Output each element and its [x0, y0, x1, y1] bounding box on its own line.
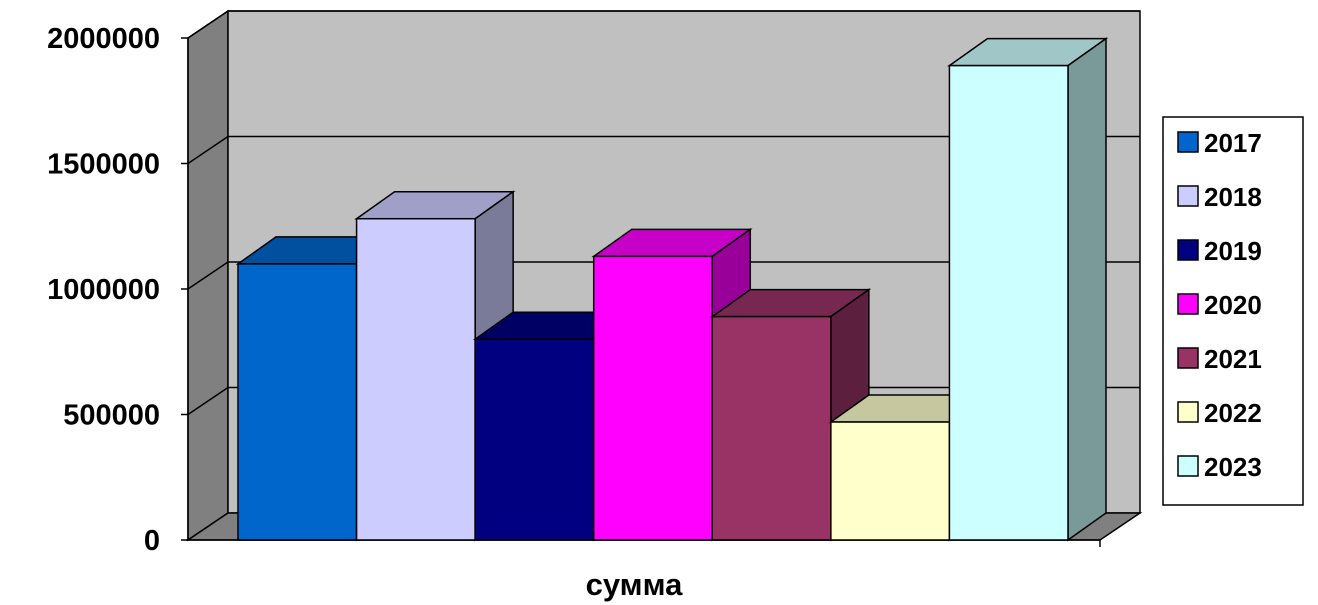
bar-front	[711, 315, 832, 541]
legend-label: 2023	[1204, 452, 1262, 482]
legend-swatch	[1177, 293, 1199, 315]
bar-front	[948, 64, 1069, 541]
y-tick-label: 500000	[63, 400, 160, 432]
x-category-label: сумма	[586, 567, 684, 602]
legend-swatch	[1177, 185, 1199, 207]
gridline	[187, 10, 1140, 39]
y-tick-label: 0	[144, 525, 160, 557]
legend-swatch	[1177, 347, 1199, 369]
bar-front	[474, 338, 595, 541]
legend-swatch	[1177, 131, 1199, 153]
bar-2021	[709, 288, 872, 542]
y-tick-label: 2000000	[47, 23, 160, 55]
legend-item-2022: 2022	[1177, 398, 1262, 428]
gridline	[187, 135, 1140, 165]
bar-side	[1067, 37, 1107, 542]
legend-item-2019: 2019	[1177, 236, 1262, 266]
y-tick-label: 1000000	[47, 274, 160, 306]
legend-label: 2018	[1204, 182, 1262, 212]
bar-front	[830, 421, 951, 541]
legend-label: 2022	[1204, 398, 1262, 428]
legend-item-2020: 2020	[1177, 290, 1262, 320]
legend-swatch	[1177, 401, 1199, 423]
legend-item-2023: 2023	[1177, 452, 1262, 482]
bar-front	[355, 217, 476, 541]
bars	[235, 37, 1109, 542]
legend-label: 2020	[1204, 290, 1262, 320]
legend-item-2021: 2021	[1177, 344, 1262, 374]
legend-swatch	[1177, 455, 1199, 477]
legend-item-2018: 2018	[1177, 182, 1262, 212]
legend-item-2017: 2017	[1177, 128, 1262, 158]
y-tick-label: 1500000	[47, 149, 160, 181]
bar-front	[237, 263, 358, 541]
legend-swatch	[1177, 239, 1199, 261]
legend-label: 2017	[1204, 128, 1262, 158]
legend-label: 2021	[1204, 344, 1262, 374]
legend: 2017 2018 2019 2020 2021 2022 2023	[1162, 116, 1304, 506]
bar-2023	[947, 37, 1109, 542]
bar-front	[592, 255, 714, 541]
legend-label: 2019	[1204, 236, 1262, 266]
gridline	[187, 261, 1140, 290]
